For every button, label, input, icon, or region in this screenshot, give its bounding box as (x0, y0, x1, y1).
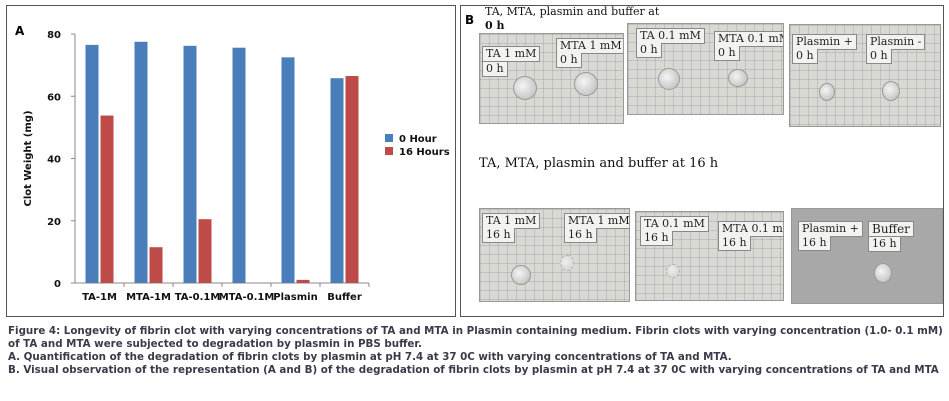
photo-tag: 0 h (482, 62, 508, 77)
x-tick-label: MTA-1M (126, 292, 171, 303)
clot-image (874, 263, 892, 283)
photo-ta-mta-1mm-16h: TA 1 mM 16 h MTA 1 mM 16 h (479, 208, 630, 302)
legend-swatch (385, 147, 393, 155)
panel-a-label: A (15, 24, 25, 38)
photo-tag: Plasmin - (866, 34, 926, 50)
photo-tag: 16 h (798, 236, 831, 251)
x-tick-label: Plasmin (273, 292, 317, 303)
clot-image (882, 81, 900, 101)
x-tick-label: TA-0.1M (175, 292, 221, 303)
photo-ta-mta-1mm-0h: TA 1 mM 0 h MTA 1 mM 0 h (479, 33, 624, 124)
clot-image (728, 69, 748, 87)
clot-image (666, 264, 680, 278)
photo-ta-mta-0-1mm-0h: TA 0.1 mM 0 h MTA 0.1 mM 0 h (627, 23, 784, 115)
photo-tag: Plasmin + (792, 34, 857, 50)
photo-ta-mta-0-1mm-16h: TA 0.1 mM 16 h MTA 0.1 mM 16 h (635, 211, 784, 301)
photo-tag: 0 h (866, 49, 892, 64)
bar-16-hours (198, 219, 212, 283)
y-tick-label: 60 (47, 92, 61, 103)
heading-0h-line2: 0 h (485, 19, 505, 32)
photo-tag: TA 1 mM (482, 46, 541, 62)
photo-tag: TA 0.1 mM (636, 28, 705, 44)
photo-tag: MTA 0.1 mM (718, 221, 783, 237)
caption-line-2: A. Quantification of the degradation of … (8, 351, 732, 363)
photo-tag: TA 1 mM (482, 213, 541, 229)
clot-image (511, 265, 531, 285)
bar-0-hour (85, 44, 99, 283)
x-tick-label: TA-1M (82, 292, 117, 303)
y-tick-label: 0 (54, 279, 61, 290)
bar-0-hour (281, 57, 295, 283)
legend-label: 16 Hours (399, 147, 450, 158)
y-tick-label: 80 (47, 30, 61, 41)
photo-plasmin-buffer-16h: Plasmin + 16 h Buffer 16 h (791, 208, 943, 304)
bar-0-hour (330, 78, 344, 283)
photo-tag: 16 h (640, 231, 673, 246)
caption-line-3: B. Visual observation of the representat… (8, 364, 939, 376)
x-tick-label: Buffer (327, 292, 362, 303)
clot-image (574, 72, 598, 96)
bar-chart: 0 20 40 60 80 Clot Weight (mg) TA-1M MTA-1M TA-0… (23, 30, 450, 303)
photo-tag: MTA 1 mM (556, 38, 623, 54)
bar-16-hours (296, 279, 310, 283)
photo-tag: 16 h (482, 228, 515, 243)
x-tick-label: MTA-0.1M (219, 292, 275, 303)
legend-label: 0 Hour (399, 134, 437, 145)
clot-image (513, 76, 537, 100)
y-tick-label: 20 (47, 217, 61, 228)
y-axis-title: Clot Weight (mg) (23, 110, 34, 206)
y-tick-label: 40 (47, 155, 61, 166)
photo-plasmin-0h: Plasmin + 0 h Plasmin - 0 h (789, 24, 941, 127)
clot-image (819, 83, 835, 101)
photo-tag: TA 0.1 mM (640, 216, 709, 232)
bar-16-hours (149, 247, 163, 283)
photo-tag: Buffer (868, 221, 914, 237)
panel-a-chart: A 0 20 40 60 80 Clot Weight (mg) TA-1M MTA-1M TA… (6, 5, 456, 317)
panel-b-label: B (465, 13, 475, 27)
figure-caption: Figure 4: Longevity of fibrin clot with … (8, 325, 943, 377)
photo-tag: 16 h (868, 237, 901, 252)
bar-16-hours (100, 115, 114, 283)
clot-image (658, 68, 680, 90)
photo-tag: 0 h (792, 49, 818, 64)
bar-0-hour (134, 41, 148, 283)
heading-16h: TA, MTA, plasmin and buffer at 16 h (479, 156, 719, 171)
heading-0h-line1: TA, MTA, plasmin and buffer at (485, 5, 660, 18)
photo-tag: 0 h (556, 53, 582, 68)
caption-line-1: Figure 4: Longevity of fibrin clot with … (8, 325, 943, 350)
photo-tag: 16 h (564, 228, 597, 243)
bar-16-hours (345, 76, 359, 283)
bar-0-hour (232, 47, 246, 283)
panel-b-photos: B TA, MTA, plasmin and buffer at 0 h TA,… (460, 5, 944, 317)
photo-tag: MTA 1 mM (564, 213, 629, 229)
photo-tag: Plasmin + (798, 221, 863, 237)
photo-tag: 16 h (718, 236, 751, 251)
photo-tag: 0 h (714, 46, 740, 61)
photo-tag: 0 h (636, 43, 662, 58)
bar-0-hour (183, 45, 197, 283)
clot-image (560, 255, 574, 271)
legend-swatch (385, 134, 393, 142)
photo-tag: MTA 0.1 mM (714, 31, 783, 47)
